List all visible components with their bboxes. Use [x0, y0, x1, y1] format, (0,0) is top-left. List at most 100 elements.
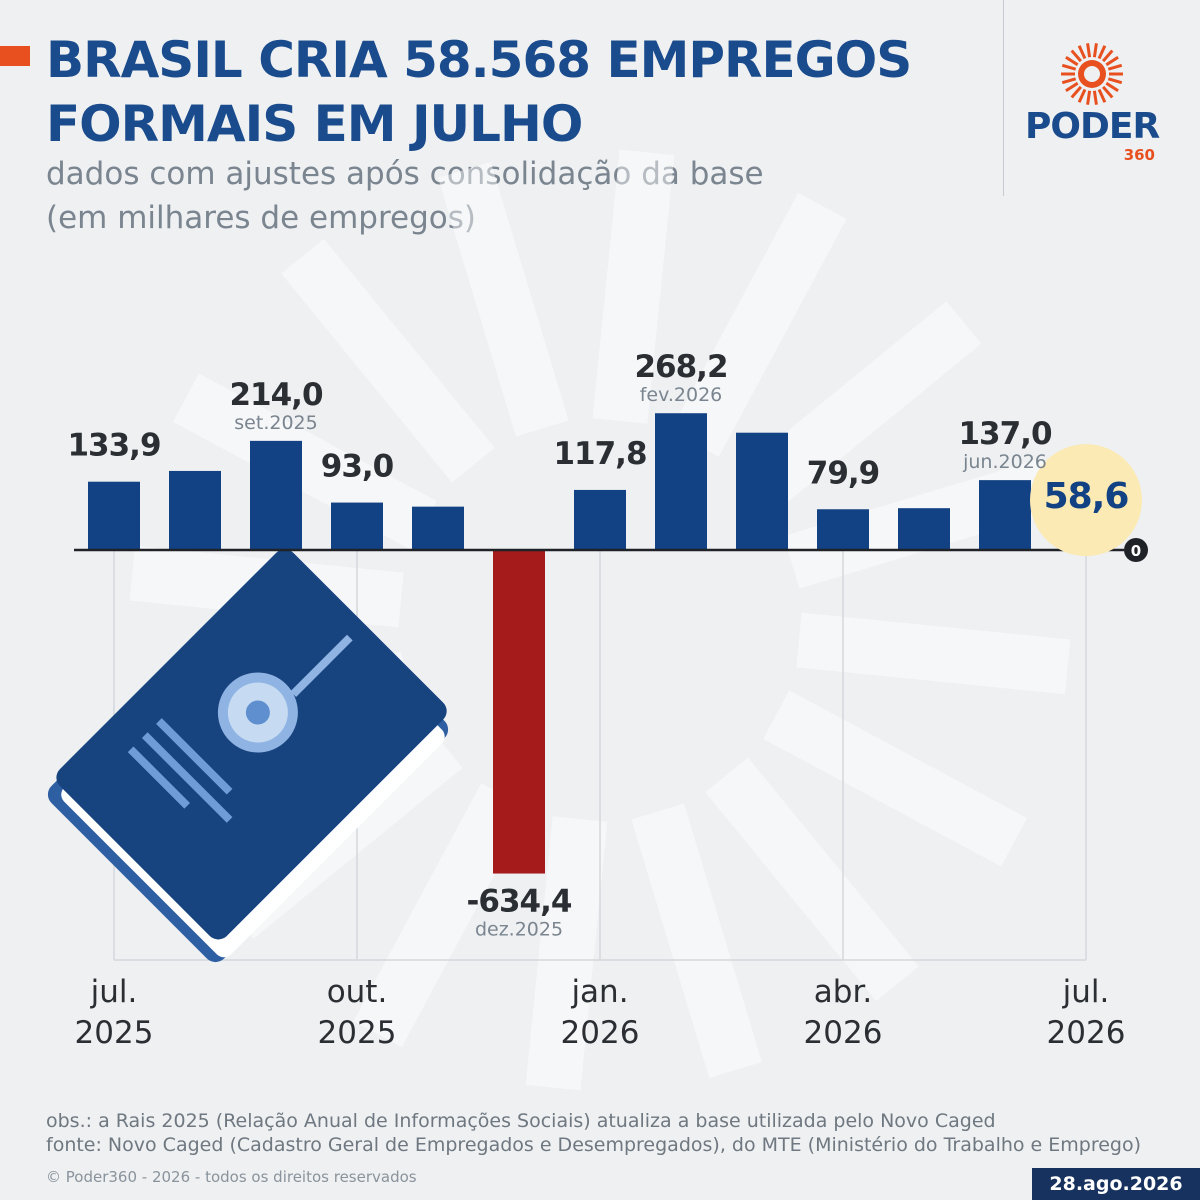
sun-ray: [1065, 55, 1079, 67]
work-card-line: [156, 718, 233, 795]
bar-set.2025: [250, 440, 302, 550]
data-label-value: 79,9: [807, 455, 880, 491]
background-ray: [172, 373, 437, 550]
title-line-1: BRASIL CRIA 58.568 EMPREGOS: [46, 31, 912, 89]
x-axis-ticks: jul. 2025 out. 2025 jan. 2026 abr. 2026 jul. 2026: [75, 974, 1126, 1051]
sun-ray: [1070, 49, 1083, 63]
data-label-value: 93,0: [321, 449, 394, 485]
bar-jul.2025: [88, 481, 140, 550]
sun-ray: [1086, 90, 1092, 105]
bar-mai.2026: [898, 508, 950, 550]
x-tick-label-year: 2025: [318, 1015, 397, 1051]
sun-ray: [1077, 45, 1087, 60]
x-tick-label-month: out.: [327, 974, 388, 1010]
sun-ray: [1097, 45, 1107, 60]
subtitle-line-2: (em milhares de empregos): [46, 200, 477, 236]
background-ray: [438, 162, 569, 437]
logo-number: 360: [1123, 146, 1155, 164]
sun-ray: [1101, 49, 1114, 63]
highlight-circle: [1030, 444, 1142, 557]
data-label-date: jun.2026: [962, 451, 1047, 473]
work-card-stripe: [290, 634, 353, 697]
x-tick-label-year: 2026: [1047, 1015, 1126, 1051]
copyright: © Poder360 - 2026 - todos os direitos re…: [46, 1168, 417, 1186]
data-label-value: -634,4: [467, 884, 572, 920]
background-ray: [525, 816, 608, 1091]
x-tick-label-year: 2026: [804, 1015, 883, 1051]
bar-mar.2026: [736, 432, 788, 550]
sun-rays: [1061, 43, 1123, 105]
zero-label: 0: [1131, 542, 1141, 560]
data-label-value: 137,0: [958, 416, 1051, 452]
sun-ray: [1086, 43, 1092, 58]
x-tick-label-month: abr.: [814, 974, 872, 1010]
data-label-date: set.2025: [234, 412, 317, 434]
sun-ray: [1070, 85, 1083, 99]
bar-out.2025: [331, 502, 383, 550]
bar-ago.2025: [169, 470, 221, 550]
x-tick-label-month: jul.: [90, 974, 138, 1010]
data-label-value: 58,6: [1044, 476, 1129, 517]
sun-ray: [1105, 55, 1119, 67]
sun-ray: [1061, 63, 1077, 71]
sun-ray: [1105, 81, 1119, 93]
chart-source: fonte: Novo Caged (Cadastro Geral de Emp…: [46, 1134, 1142, 1156]
x-tick-label-month: jan.: [570, 974, 628, 1010]
data-label-value: 117,8: [553, 436, 646, 472]
data-label-date: dez.2025: [475, 919, 563, 941]
background-ray: [592, 149, 675, 424]
chart-title: BRASIL CRIA 58.568 EMPREGOS FORMAIS EM J…: [46, 28, 912, 156]
sun-burst-icon: [1061, 43, 1123, 105]
sun-ray: [1065, 81, 1079, 93]
subtitle-line-1: dados com ajustes após consolidação da b…: [46, 156, 764, 192]
x-tick-label-year: 2025: [75, 1015, 154, 1051]
work-card-line: [141, 732, 233, 823]
sun-ray: [1097, 88, 1107, 103]
background-ray: [281, 238, 495, 483]
bars: 0: [74, 413, 1148, 874]
background-ray: [631, 803, 762, 1078]
highlight: [1030, 444, 1142, 557]
x-tick-label-month: jul.: [1062, 974, 1110, 1010]
sun-ray: [1061, 77, 1077, 85]
data-label-value: 214,0: [229, 377, 322, 413]
bar-jun.2026: [979, 480, 1031, 550]
bar-dez.2025: [493, 550, 545, 874]
sun-ray: [1107, 63, 1123, 71]
zero-marker: [1124, 538, 1148, 562]
sun-ray: [1092, 43, 1098, 58]
bar-jan.2026: [574, 489, 626, 550]
background-ray: [353, 783, 530, 1048]
work-card-icon: [47, 549, 449, 963]
logo-name: PODER: [1025, 106, 1160, 147]
sun-ray: [1092, 90, 1098, 105]
chart-subtitle: dados com ajustes após consolidação da b…: [46, 152, 764, 240]
title-line-2: FORMAIS EM JULHO: [46, 95, 583, 153]
bar-abr.2026: [817, 509, 869, 550]
background-ray: [705, 757, 919, 1002]
sun-ray: [1101, 85, 1114, 99]
background-ray: [670, 192, 847, 457]
bar-nov.2025: [412, 506, 464, 550]
data-label-value: 133,9: [67, 428, 160, 464]
logo-divider: [1003, 0, 1004, 196]
background-ray: [796, 612, 1071, 695]
chart-note: obs.: a Rais 2025 (Relação Anual de Info…: [46, 1110, 996, 1132]
work-card-seal-center: [245, 700, 270, 725]
sun-ray: [1077, 88, 1087, 103]
title-accent-bar: [0, 46, 30, 66]
background-ray: [763, 690, 1028, 867]
x-tick-label-year: 2026: [561, 1015, 640, 1051]
data-label-value: 268,2: [634, 349, 727, 385]
sun-ray: [1107, 77, 1123, 85]
background-ray: [737, 301, 982, 515]
data-label-date: fev.2026: [640, 384, 723, 406]
sun-core-hole: [1084, 66, 1100, 82]
poder360-logo: PODER 360: [1025, 40, 1165, 170]
date-badge: 28.ago.2026: [1032, 1168, 1200, 1200]
bar-fev.2026: [655, 413, 707, 550]
work-card-line: [127, 746, 191, 809]
